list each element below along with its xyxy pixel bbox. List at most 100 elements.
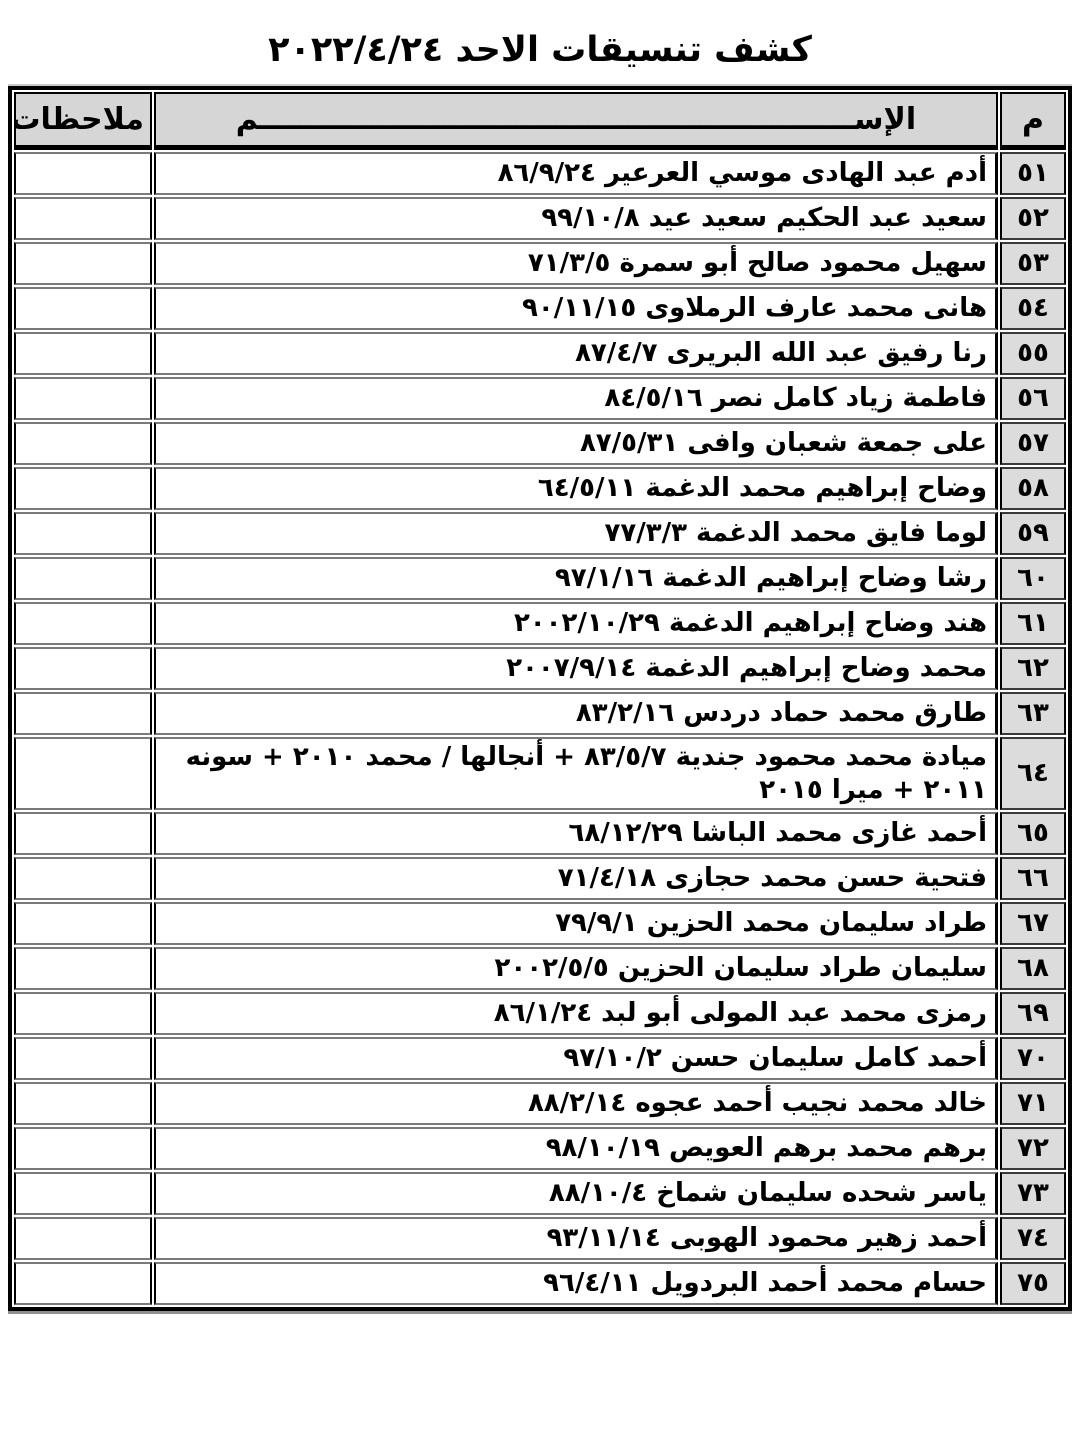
table-row: ٦٥ أحمد غازى محمد الباشا ٦٨/١٢/٢٩ xyxy=(14,812,1066,855)
row-notes-cell xyxy=(14,422,152,465)
header-notes: ملاحظات xyxy=(14,92,152,150)
row-notes-cell xyxy=(14,737,152,810)
row-name-cell: خالد محمد نجيب أحمد عجوه ٨٨/٢/١٤ xyxy=(154,1082,998,1125)
row-notes-cell xyxy=(14,1037,152,1080)
row-name-cell: ياسر شحده سليمان شماخ ٨٨/١٠/٤ xyxy=(154,1172,998,1215)
table-row: ٥٦ فاطمة زياد كامل نصر ٨٤/٥/١٦ xyxy=(14,377,1066,420)
row-name-cell: أحمد غازى محمد الباشا ٦٨/١٢/٢٩ xyxy=(154,812,998,855)
row-number-cell: ٦٤ xyxy=(1000,737,1066,810)
table-row: ٥٢ سعيد عبد الحكيم سعيد عيد ٩٩/١٠/٨ xyxy=(14,197,1066,240)
row-name-cell: فتحية حسن محمد حجازى ٧١/٤/١٨ xyxy=(154,857,998,900)
row-number-cell: ٧٠ xyxy=(1000,1037,1066,1080)
table-row: ٦٦ فتحية حسن محمد حجازى ٧١/٤/١٨ xyxy=(14,857,1066,900)
row-number-cell: ٧٥ xyxy=(1000,1262,1066,1305)
row-number-cell: ٦٧ xyxy=(1000,902,1066,945)
row-name-cell: رشا وضاح إبراهيم الدغمة ٩٧/١/١٦ xyxy=(154,557,998,600)
row-name-cell: حسام محمد أحمد البردويل ٩٦/٤/١١ xyxy=(154,1262,998,1305)
header-row: م الإســــــــــــــــــــــــــــــــــ… xyxy=(14,92,1066,150)
row-number-cell: ٥٧ xyxy=(1000,422,1066,465)
row-number-cell: ٧١ xyxy=(1000,1082,1066,1125)
row-number-cell: ٦٠ xyxy=(1000,557,1066,600)
table-row: ٥٥ رنا رفيق عبد الله البريرى ٨٧/٤/٧ xyxy=(14,332,1066,375)
row-notes-cell xyxy=(14,947,152,990)
row-notes-cell xyxy=(14,197,152,240)
row-number-cell: ٦٢ xyxy=(1000,647,1066,690)
table-row: ٦١ هند وضاح إبراهيم الدغمة ٢٠٠٢/١٠/٢٩ xyxy=(14,602,1066,645)
row-notes-cell xyxy=(14,152,152,195)
table-row: ٦٩ رمزى محمد عبد المولى أبو لبد ٨٦/١/٢٤ xyxy=(14,992,1066,1035)
table-row: ٥٤ هانى محمد عارف الرملاوى ٩٠/١١/١٥ xyxy=(14,287,1066,330)
table-row: ٦٢ محمد وضاح إبراهيم الدغمة ٢٠٠٧/٩/١٤ xyxy=(14,647,1066,690)
row-number-cell: ٦٨ xyxy=(1000,947,1066,990)
header-number: م xyxy=(1000,92,1066,150)
row-number-cell: ٥١ xyxy=(1000,152,1066,195)
table-row: ٧٣ ياسر شحده سليمان شماخ ٨٨/١٠/٤ xyxy=(14,1172,1066,1215)
row-number-cell: ٥٨ xyxy=(1000,467,1066,510)
row-name-cell: سليمان طراد سليمان الحزين ٢٠٠٢/٥/٥ xyxy=(154,947,998,990)
row-name-cell: فاطمة زياد كامل نصر ٨٤/٥/١٦ xyxy=(154,377,998,420)
row-notes-cell xyxy=(14,857,152,900)
row-name-cell: أدم عبد الهادى موسي العرعير ٨٦/٩/٢٤ xyxy=(154,152,998,195)
page-title: كشف تنسيقات الاحد ٢٠٢٢/٤/٢٤ xyxy=(268,30,812,70)
row-name-cell: على جمعة شعبان وافى ٨٧/٥/٣١ xyxy=(154,422,998,465)
row-number-cell: ٦٦ xyxy=(1000,857,1066,900)
row-number-cell: ٧٤ xyxy=(1000,1217,1066,1260)
table-row: ٧٤ أحمد زهير محمود الهوبى ٩٣/١١/١٤ xyxy=(14,1217,1066,1260)
row-notes-cell xyxy=(14,902,152,945)
row-notes-cell xyxy=(14,467,152,510)
row-notes-cell xyxy=(14,1172,152,1215)
row-notes-cell xyxy=(14,377,152,420)
row-notes-cell xyxy=(14,242,152,285)
row-number-cell: ٥٦ xyxy=(1000,377,1066,420)
table-row: ٥٨ وضاح إبراهيم محمد الدغمة ٦٤/٥/١١ xyxy=(14,467,1066,510)
row-name-cell: رمزى محمد عبد المولى أبو لبد ٨٦/١/٢٤ xyxy=(154,992,998,1035)
table-row: ٧٠ أحمد كامل سليمان حسن ٩٧/١٠/٢ xyxy=(14,1037,1066,1080)
table-row: ٥١ أدم عبد الهادى موسي العرعير ٨٦/٩/٢٤ xyxy=(14,152,1066,195)
row-notes-cell xyxy=(14,1082,152,1125)
row-notes-cell xyxy=(14,287,152,330)
table-row: ٦٧ طراد سليمان محمد الحزين ٧٩/٩/١ xyxy=(14,902,1066,945)
row-name-cell: سهيل محمود صالح أبو سمرة ٧١/٣/٥ xyxy=(154,242,998,285)
table-row: ٧٢ برهم محمد برهم العويص ٩٨/١٠/١٩ xyxy=(14,1127,1066,1170)
row-name-cell: هانى محمد عارف الرملاوى ٩٠/١١/١٥ xyxy=(154,287,998,330)
row-number-cell: ٦١ xyxy=(1000,602,1066,645)
row-notes-cell xyxy=(14,512,152,555)
table-row: ٦٣ طارق محمد حماد دردس ٨٣/٢/١٦ xyxy=(14,692,1066,735)
row-number-cell: ٦٣ xyxy=(1000,692,1066,735)
row-notes-cell xyxy=(14,647,152,690)
table-row: ٦٤ ميادة محمد محمود جندية ٨٣/٥/٧ + أنجال… xyxy=(14,737,1066,810)
row-name-cell: لوما فايق محمد الدغمة ٧٧/٣/٣ xyxy=(154,512,998,555)
row-notes-cell xyxy=(14,1217,152,1260)
row-number-cell: ٧٣ xyxy=(1000,1172,1066,1215)
table-row: ٦٠ رشا وضاح إبراهيم الدغمة ٩٧/١/١٦ xyxy=(14,557,1066,600)
table-header: م الإســــــــــــــــــــــــــــــــــ… xyxy=(14,92,1066,150)
row-number-cell: ٥٩ xyxy=(1000,512,1066,555)
row-number-cell: ٥٣ xyxy=(1000,242,1066,285)
records-table: م الإســــــــــــــــــــــــــــــــــ… xyxy=(8,86,1072,1311)
table-row: ٥٩ لوما فايق محمد الدغمة ٧٧/٣/٣ xyxy=(14,512,1066,555)
row-number-cell: ٥٢ xyxy=(1000,197,1066,240)
table-row: ٦٨ سليمان طراد سليمان الحزين ٢٠٠٢/٥/٥ xyxy=(14,947,1066,990)
row-notes-cell xyxy=(14,557,152,600)
row-notes-cell xyxy=(14,1127,152,1170)
table-row: ٥٣ سهيل محمود صالح أبو سمرة ٧١/٣/٥ xyxy=(14,242,1066,285)
row-notes-cell xyxy=(14,602,152,645)
row-number-cell: ٦٩ xyxy=(1000,992,1066,1035)
row-name-cell: محمد وضاح إبراهيم الدغمة ٢٠٠٧/٩/١٤ xyxy=(154,647,998,690)
row-notes-cell xyxy=(14,332,152,375)
header-name: الإســــــــــــــــــــــــــــــــــــ… xyxy=(154,92,998,150)
row-name-cell: أحمد زهير محمود الهوبى ٩٣/١١/١٤ xyxy=(154,1217,998,1260)
row-number-cell: ٦٥ xyxy=(1000,812,1066,855)
table-row: ٧١ خالد محمد نجيب أحمد عجوه ٨٨/٢/١٤ xyxy=(14,1082,1066,1125)
row-name-cell: وضاح إبراهيم محمد الدغمة ٦٤/٥/١١ xyxy=(154,467,998,510)
row-number-cell: ٧٢ xyxy=(1000,1127,1066,1170)
row-name-cell: رنا رفيق عبد الله البريرى ٨٧/٤/٧ xyxy=(154,332,998,375)
table-row: ٧٥ حسام محمد أحمد البردويل ٩٦/٤/١١ xyxy=(14,1262,1066,1305)
row-name-cell: أحمد كامل سليمان حسن ٩٧/١٠/٢ xyxy=(154,1037,998,1080)
row-name-cell: برهم محمد برهم العويص ٩٨/١٠/١٩ xyxy=(154,1127,998,1170)
table-body: ٥١ أدم عبد الهادى موسي العرعير ٨٦/٩/٢٤ ٥… xyxy=(14,152,1066,1305)
row-notes-cell xyxy=(14,812,152,855)
row-name-cell: طارق محمد حماد دردس ٨٣/٢/١٦ xyxy=(154,692,998,735)
row-number-cell: ٥٤ xyxy=(1000,287,1066,330)
